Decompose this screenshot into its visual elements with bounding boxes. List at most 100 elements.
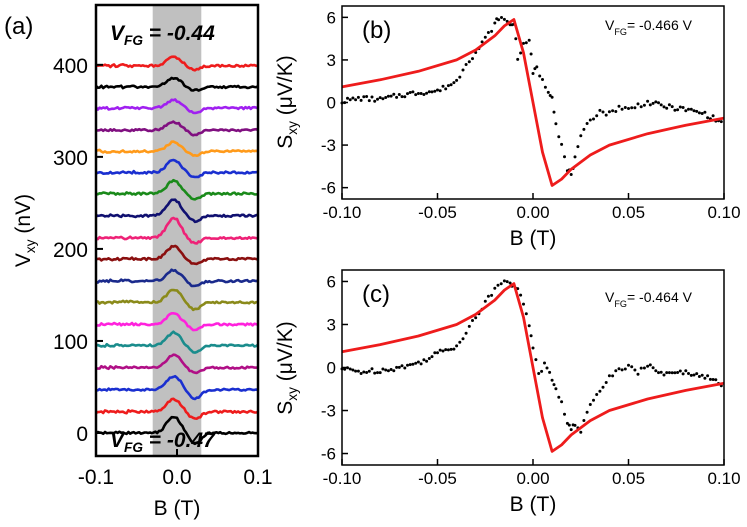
data-point <box>607 110 611 114</box>
ylabel-b-sub: xy <box>285 121 300 135</box>
data-point <box>356 95 360 99</box>
data-point <box>678 369 682 373</box>
data-point <box>676 371 680 374</box>
annot-c: VFG= -0.464 V <box>605 289 693 309</box>
trace-8 <box>96 244 259 266</box>
data-point <box>527 324 531 328</box>
data-point <box>630 365 634 369</box>
data-point <box>365 95 369 98</box>
data-point <box>719 120 723 124</box>
data-point <box>614 369 618 373</box>
data-point <box>700 373 704 377</box>
ytick-label-b-4: 6 <box>327 8 336 27</box>
ylabel-a-sub: xy <box>23 239 38 253</box>
annot-b-main: V <box>605 17 615 33</box>
panel-label-a: (a) <box>4 13 33 40</box>
data-point <box>678 105 682 109</box>
data-point <box>692 109 696 113</box>
data-point <box>548 370 552 374</box>
data-point <box>362 95 366 99</box>
data-point <box>642 103 646 107</box>
data-point <box>438 89 442 93</box>
data-point <box>535 65 539 69</box>
data-point <box>392 92 396 96</box>
trace-3 <box>95 353 259 375</box>
data-point <box>389 94 393 98</box>
data-point <box>569 173 573 176</box>
fit-line-b <box>341 18 725 187</box>
data-point <box>689 107 693 111</box>
data-point <box>441 349 445 353</box>
data-point <box>455 344 459 348</box>
annot-c-rest: = -0.464 V <box>627 289 693 305</box>
data-point <box>642 366 646 370</box>
data-point <box>648 363 652 367</box>
data-point <box>695 109 699 113</box>
trace-7 <box>95 268 259 288</box>
data-point <box>585 410 589 414</box>
xtick-label-b-3: 0.05 <box>612 203 645 222</box>
data-point <box>376 371 379 375</box>
data-point <box>400 364 404 368</box>
data-point <box>538 74 542 78</box>
data-point <box>467 324 471 328</box>
annot-c-sub: FG <box>614 299 627 309</box>
data-point <box>706 374 710 378</box>
data-point <box>614 110 618 113</box>
ytick-label-b-0: -6 <box>321 179 336 198</box>
data-point <box>623 367 627 371</box>
data-point <box>703 110 707 114</box>
annot-a-top-rest: = -0.44 <box>143 22 215 45</box>
data-point <box>706 116 710 120</box>
xtick-label-b-1: -0.05 <box>418 203 457 222</box>
data-point <box>607 374 611 378</box>
data-point <box>673 108 677 112</box>
data-point <box>630 106 634 110</box>
data-point <box>422 358 426 362</box>
annot-b-sub: FG <box>614 27 627 37</box>
data-point <box>703 376 707 380</box>
data-point <box>464 63 468 66</box>
annot-c-main: V <box>605 289 615 305</box>
data-point <box>681 106 685 109</box>
data-point <box>560 400 564 404</box>
data-point <box>687 107 690 111</box>
data-point <box>639 366 643 370</box>
xtick-label-c-2: 0.00 <box>516 469 549 488</box>
data-point <box>646 99 650 103</box>
ylabel-b-group: Sxy (μV/K) <box>274 55 300 148</box>
data-point <box>592 398 595 402</box>
data-point <box>444 87 448 91</box>
data-point <box>408 91 412 94</box>
panel-label-c: (c) <box>362 281 390 308</box>
data-point <box>550 95 554 99</box>
data-point <box>411 362 415 366</box>
data-point <box>367 369 371 373</box>
xtick-label-b-2: 0.00 <box>516 203 549 222</box>
xtick-label-a-0: -0.1 <box>78 466 114 489</box>
data-point <box>406 363 409 367</box>
panel-label-b: (b) <box>362 17 391 44</box>
data-point <box>633 368 637 372</box>
data-point <box>576 145 580 149</box>
data-point <box>384 368 388 372</box>
data-point <box>524 41 528 45</box>
data-point <box>552 110 556 114</box>
data-point <box>531 346 535 350</box>
data-point <box>516 57 520 61</box>
data-point <box>627 107 630 110</box>
data-point <box>598 108 602 112</box>
data-point <box>623 106 627 109</box>
data-point <box>351 368 355 372</box>
data-point <box>527 38 531 42</box>
data-point <box>490 293 494 297</box>
data-point <box>406 92 409 96</box>
data-point <box>464 331 468 335</box>
data-point <box>595 393 599 396</box>
ytick-label-c-2: 0 <box>327 359 336 378</box>
data-point <box>667 103 671 107</box>
ytick-label-c-1: -3 <box>321 402 336 421</box>
data-point <box>461 68 465 72</box>
trace-13 <box>95 140 259 157</box>
